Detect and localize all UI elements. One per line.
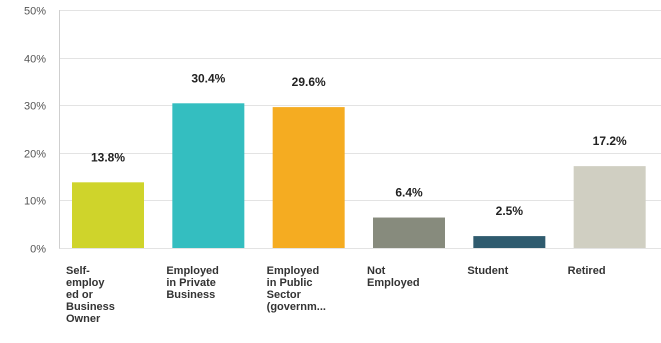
bar: [172, 103, 245, 249]
bar: [373, 217, 445, 248]
y-axis-ticks: 0% 10% 20% 30% 40% 50%: [24, 6, 46, 256]
x-tick-label: Self-employ ed or Business Owner: [66, 265, 138, 325]
data-label: 13.8%: [91, 150, 125, 164]
x-tick-label: Retired: [568, 265, 640, 277]
x-tick-label-line: Not: [367, 265, 386, 277]
x-tick-label-line: ed or: [66, 289, 93, 301]
data-label: 6.4%: [395, 186, 423, 200]
bar: [272, 107, 345, 248]
y-tick-label: 50%: [24, 6, 46, 18]
x-tick-label: Employed in Private Business: [166, 265, 238, 301]
x-tick-label-line: Employed: [166, 265, 219, 277]
data-label: 30.4%: [191, 71, 225, 85]
x-tick-label-line: in Public: [266, 277, 313, 289]
x-tick-label-line: Self-: [66, 265, 90, 277]
x-tick-label-line: Sector: [266, 289, 301, 301]
y-tick-label: 20%: [24, 149, 46, 161]
x-tick-label: Employed in Public Sector (governm...: [267, 265, 339, 313]
bars: [72, 103, 646, 249]
bar: [473, 236, 546, 248]
x-tick-label-line: Retired: [567, 265, 606, 277]
x-tick-label: Not Employed: [367, 265, 439, 289]
bar: [72, 182, 144, 248]
x-tick-label-line: Employed: [367, 277, 420, 289]
x-tick-label-line: Student: [467, 265, 509, 277]
x-tick-label: Student: [467, 265, 539, 277]
y-tick-label: 30%: [24, 101, 46, 113]
y-tick-label: 40%: [24, 54, 46, 66]
x-tick-label-line: Business: [166, 289, 216, 301]
x-tick-label-line: employ: [66, 277, 105, 289]
bar: [573, 166, 646, 248]
data-label: 17.2%: [593, 134, 627, 148]
x-tick-label-line: Employed: [266, 265, 320, 277]
data-label: 29.6%: [292, 75, 326, 89]
x-tick-label-line: Business: [66, 301, 115, 313]
gridlines: [59, 10, 661, 249]
y-tick-label: 10%: [24, 196, 46, 208]
x-tick-label-line: in Private: [166, 277, 216, 289]
data-labels: 13.8% 30.4% 29.6% 6.4% 2.5% 17.2%: [91, 71, 627, 218]
x-tick-label-line: Owner: [66, 313, 101, 325]
data-label: 2.5%: [496, 204, 524, 218]
y-tick-label: 0%: [30, 244, 46, 256]
x-tick-label-line: (governm...: [266, 301, 326, 313]
